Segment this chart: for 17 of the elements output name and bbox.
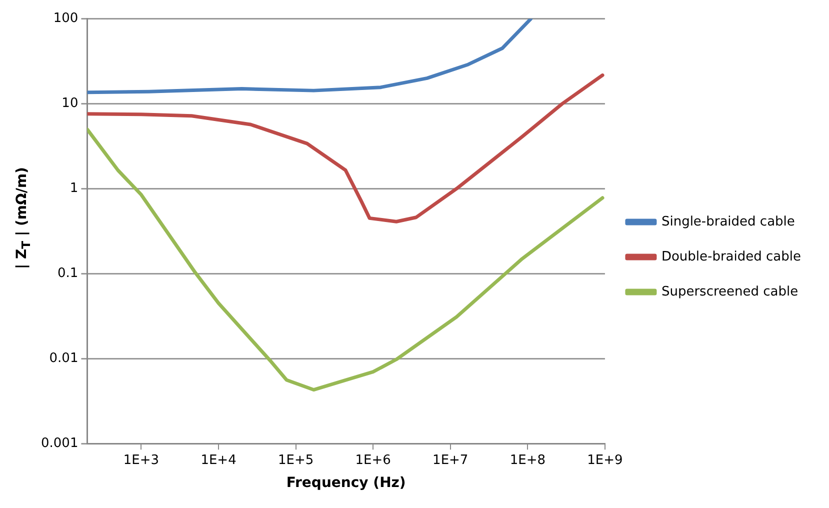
x-tick-label: 1E+3 [123, 452, 160, 468]
x-tick-label: 1E+5 [278, 452, 314, 468]
y-tick-label: 0.001 [41, 436, 78, 451]
x-tick-label: 1E+8 [510, 452, 546, 468]
x-tick-label: 1E+4 [200, 452, 236, 468]
x-tick-label: 1E+7 [432, 452, 468, 468]
y-tick-label: 0.01 [49, 351, 78, 366]
y-tick-label: 100 [53, 11, 78, 26]
legend-label: Single-braided cable [661, 214, 795, 230]
y-tick-label: 1 [70, 181, 78, 196]
legend-label: Double-braided cable [661, 249, 802, 264]
legend-label: Superscreened cable [661, 284, 798, 300]
y-tick-label: 10 [62, 96, 78, 112]
x-tick-label: 1E+6 [355, 452, 391, 468]
y-tick-label: 0.1 [58, 266, 78, 282]
x-tick-label: 1E+9 [587, 452, 623, 468]
x-axis-title: Frequency (Hz) [286, 475, 406, 492]
